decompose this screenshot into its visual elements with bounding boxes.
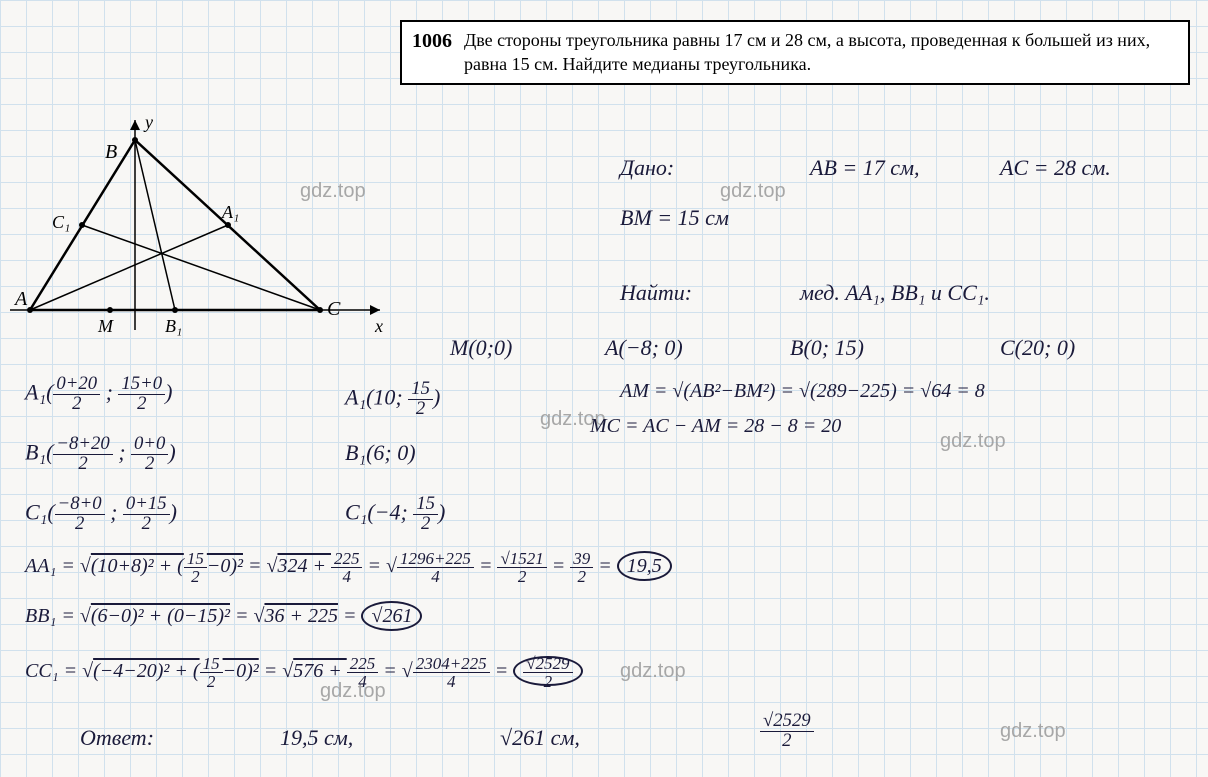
svg-text:B: B — [105, 141, 117, 163]
point-A: A(−8; 0) — [605, 335, 683, 361]
CC1-calc: CC₁ = √(−4−20)² + (152−0)² = √576 + 2254… — [25, 655, 583, 690]
answer-AA1: 19,5 см, — [280, 725, 353, 751]
given-AB: AB = 17 см, — [810, 155, 920, 181]
triangle-diagram: A B C M B₁ A₁ C₁ y x — [10, 110, 390, 350]
watermark: gdz.top — [620, 660, 686, 683]
answer-CC1: √25292 — [760, 712, 814, 750]
diagram-svg: A B C M B₁ A₁ C₁ y x — [10, 110, 390, 350]
B1-result: B₁(6; 0) — [345, 440, 416, 466]
find-text: мед. AA₁, BB₁ и CC₁. — [800, 280, 990, 306]
problem-number: 1006 — [412, 28, 452, 77]
point-M: M(0;0) — [450, 335, 512, 361]
AM-calc: AM = √(AB²−BM²) = √(289−225) = √64 = 8 — [620, 380, 985, 403]
svg-text:A₁: A₁ — [221, 202, 239, 222]
point-B: B(0; 15) — [790, 335, 864, 361]
problem-text: Две стороны треугольника равны 17 см и 2… — [464, 28, 1178, 77]
B1-calc: B₁(−8+202 ; 0+02) — [25, 435, 176, 473]
given-label: Дано: — [620, 155, 674, 181]
watermark: gdz.top — [720, 180, 786, 203]
watermark: gdz.top — [300, 180, 366, 203]
MC-calc: MC = AC − AM = 28 − 8 = 20 — [590, 415, 841, 438]
AA1-calc: AA₁ = √(10+8)² + (152−0)² = √324 + 2254 … — [25, 550, 672, 585]
svg-text:C: C — [327, 298, 341, 320]
point-C: C(20; 0) — [1000, 335, 1075, 361]
problem-statement-box: 1006 Две стороны треугольника равны 17 с… — [400, 20, 1190, 85]
answer-BB1: √261 см, — [500, 725, 580, 751]
svg-text:y: y — [143, 112, 153, 132]
svg-text:x: x — [374, 316, 383, 336]
C1-result: C₁(−4; 152) — [345, 495, 445, 533]
watermark: gdz.top — [940, 430, 1006, 453]
C1-calc: C₁(−8+02 ; 0+152) — [25, 495, 177, 533]
given-AC: AC = 28 см. — [1000, 155, 1111, 181]
svg-text:B₁: B₁ — [165, 316, 182, 336]
find-label: Найти: — [620, 280, 692, 306]
given-BM: BM = 15 см — [620, 205, 729, 231]
svg-text:C₁: C₁ — [52, 212, 70, 232]
svg-text:A: A — [13, 288, 28, 310]
BB1-calc: BB₁ = √(6−0)² + (0−15)² = √36 + 225 = √2… — [25, 605, 422, 628]
watermark: gdz.top — [1000, 720, 1066, 743]
A1-result: A₁(10; 152) — [345, 380, 440, 418]
answer-label: Ответ: — [80, 725, 154, 751]
svg-text:M: M — [97, 316, 114, 336]
A1-calc: A₁(0+202 ; 15+02) — [25, 375, 172, 413]
